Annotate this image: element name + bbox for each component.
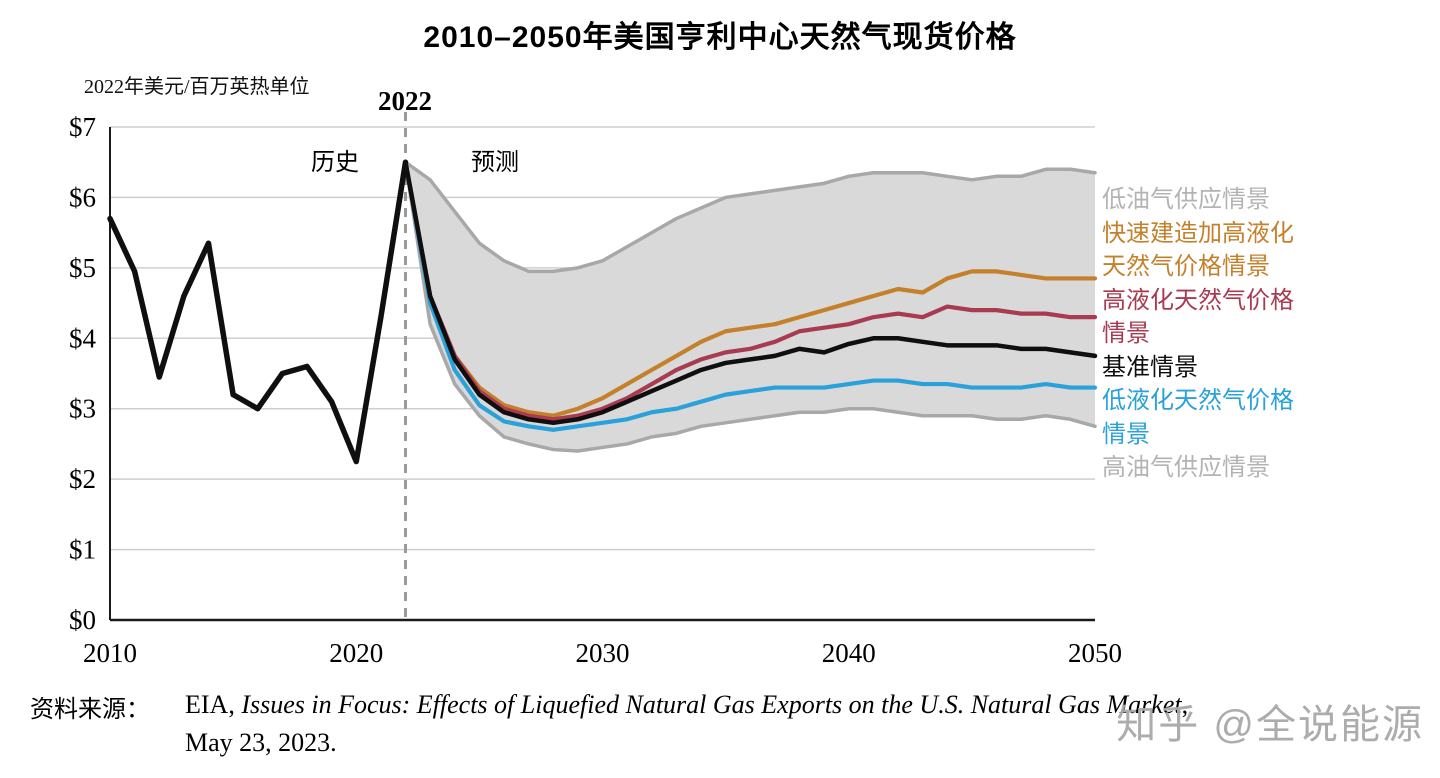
x-tick-label: 2040 xyxy=(822,638,876,668)
y-tick-label: $1 xyxy=(69,535,96,565)
y-tick-label: $3 xyxy=(69,394,96,424)
scenario-band xyxy=(405,162,1095,451)
source-text: EIA, Issues in Focus: Effects of Liquefi… xyxy=(185,686,1188,762)
y-tick-label: $4 xyxy=(69,323,97,353)
source-line-1: EIA, Issues in Focus: Effects of Liquefi… xyxy=(185,686,1188,724)
plot-area: $0 $1 $2 $3 $4 $5 $6 $7 2010 2020 2030 2040 2050 xyxy=(69,112,1122,668)
series-line-high_supply xyxy=(403,160,1097,453)
source-note: 资料来源： EIA, Issues in Focus: Effects of L… xyxy=(30,686,1430,762)
source-date: May 23, 2023. xyxy=(185,728,337,757)
y-tick-label: $2 xyxy=(69,464,96,494)
series-line-low_lng xyxy=(403,160,1098,432)
source-prefix: 资料来源： xyxy=(30,697,150,723)
watermark: 知乎 @全说能源 xyxy=(1116,703,1424,747)
series-line-high_lng xyxy=(403,160,1098,422)
y-tick-label: $0 xyxy=(69,605,96,635)
year-2022-marker-label: 2022 xyxy=(378,86,432,116)
series-line-historical xyxy=(107,159,409,465)
legend-item: 基准情景 xyxy=(1102,354,1198,381)
source-suffix: , xyxy=(1181,690,1189,719)
x-tick-label: 2050 xyxy=(1068,638,1122,668)
series-line-fast_build_high_lng xyxy=(403,160,1098,418)
legend-item: 高油气供应情景 xyxy=(1102,455,1270,481)
x-tick-label: 2020 xyxy=(329,638,383,668)
legend: 低油气供应情景快速建造加高液化天然气价格情景 高液化天然气价格情景基准情景低液化天… xyxy=(1102,184,1302,486)
y-tick-label: $5 xyxy=(69,253,96,283)
legend-item: 快速建造加高液化天然气价格情景 xyxy=(1102,220,1294,281)
source-org: EIA, xyxy=(185,690,242,719)
series-line-reference xyxy=(403,159,1098,426)
y-tick-label: $7 xyxy=(69,112,96,142)
series-line-low_supply xyxy=(403,160,1097,274)
source-publication-title: Issues in Focus: Effects of Liquefied Na… xyxy=(241,690,1182,719)
legend-item: 高液化天然气价格情景 xyxy=(1102,287,1294,348)
y-tick-label: $6 xyxy=(69,182,96,212)
x-tick-label: 2010 xyxy=(83,638,137,668)
y-axis-unit-label: 2022年美元/百万英热单位 xyxy=(84,76,310,98)
legend-item: 低油气供应情景 xyxy=(1102,187,1270,213)
history-label: 历史 xyxy=(311,150,359,176)
forecast-label: 预测 xyxy=(471,150,519,176)
x-tick-label: 2030 xyxy=(576,638,630,668)
chart-title: 2010–2050年美国亨利中心天然气现货价格 xyxy=(423,21,1017,54)
legend-item: 低液化天然气价格情景 xyxy=(1102,388,1294,448)
